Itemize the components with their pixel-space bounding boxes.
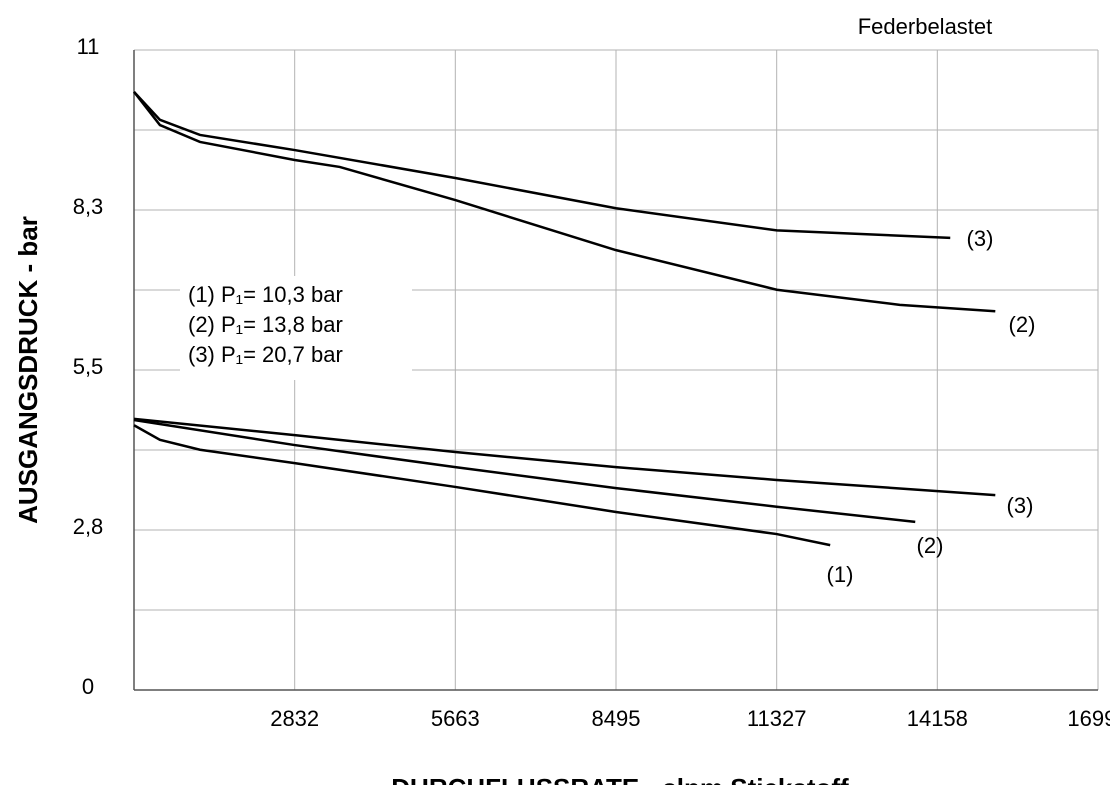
x-tick-label: 8495 bbox=[592, 706, 641, 731]
y-tick-label: 5,5 bbox=[73, 354, 104, 379]
y-axis-label: AUSGANGSDRUCK - bar bbox=[13, 216, 43, 524]
annotation: Federbelastet bbox=[858, 14, 993, 39]
x-axis-label: DURCHFLUSSRATE - slpm Stickstoff bbox=[391, 773, 849, 785]
x-tick-label: 11327 bbox=[747, 706, 807, 731]
y-tick-label: 0 bbox=[82, 674, 94, 699]
note: (1) P₁= 10,3 bar bbox=[188, 282, 343, 307]
series-line bbox=[133, 91, 951, 240]
series-label: (3) bbox=[967, 226, 994, 251]
x-tick-label: 2832 bbox=[270, 706, 319, 731]
note: (2) P₁= 13,8 bar bbox=[188, 312, 343, 337]
y-tick-label: 2,8 bbox=[73, 514, 104, 539]
note: (3) P₁= 20,7 bar bbox=[188, 342, 343, 367]
series-label: (3) bbox=[1007, 493, 1034, 518]
series-line bbox=[133, 424, 831, 547]
y-tick-label: 11 bbox=[77, 34, 100, 59]
x-tick-label: 16990 bbox=[1067, 706, 1110, 731]
series-label: (2) bbox=[917, 533, 944, 558]
series-line bbox=[133, 418, 916, 524]
series-label: (2) bbox=[1009, 312, 1036, 337]
notes-box bbox=[180, 276, 412, 380]
series-line bbox=[133, 417, 996, 497]
series-line bbox=[133, 91, 996, 313]
x-tick-label: 5663 bbox=[431, 706, 480, 731]
x-tick-label: 14158 bbox=[907, 706, 968, 731]
y-tick-label: 8,3 bbox=[73, 194, 104, 219]
series-label: (1) bbox=[827, 562, 854, 587]
